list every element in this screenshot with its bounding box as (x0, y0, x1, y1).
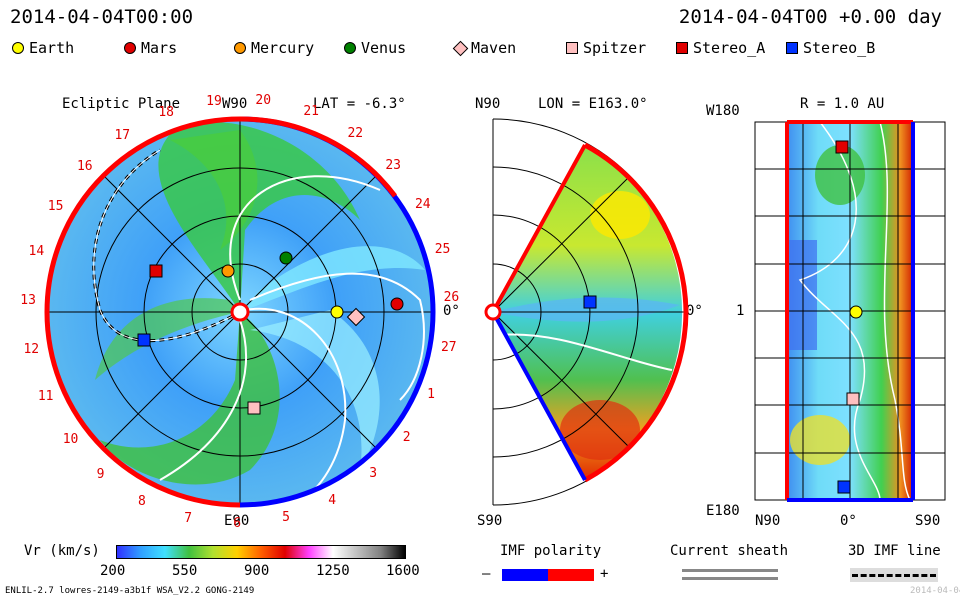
earth-marker (330, 305, 344, 319)
carrington-label: 14 (28, 244, 45, 260)
carrington-label: 4 (328, 492, 337, 508)
carrington-label: 7 (184, 510, 193, 526)
colorbar-tick-200: 200 (100, 563, 126, 579)
footer-run: 2014-04-04 (910, 586, 960, 596)
carrington-label: 6 (233, 515, 242, 531)
colorbar-tick-550: 550 (172, 563, 198, 579)
stereo-b-marker-icon (786, 42, 798, 54)
imf3d-dash (852, 574, 936, 577)
panel1-bottom-label: E90 (224, 513, 250, 529)
panel2-top-label: N90 (475, 96, 501, 112)
legend-maven: Maven (452, 39, 516, 57)
panel3-top-left: W180 (706, 103, 740, 119)
panel3-bottom-n: N90 (755, 513, 781, 529)
panel3-title: R = 1.0 AU (800, 96, 885, 112)
panel2-right-label: 0° (686, 303, 703, 319)
carrington-label: 21 (303, 104, 319, 120)
imf-plus: + (600, 566, 609, 582)
sheath-line-1 (682, 569, 778, 572)
colorbar (116, 545, 406, 559)
carrington-label: 12 (23, 342, 40, 358)
carrington-label: 3 (369, 465, 378, 481)
stereo-a-marker (149, 264, 163, 278)
panel1-top-label: W90 (222, 96, 248, 112)
footer-model: ENLIL-2.7 lowres-2149-a3b1f WSA_V2.2 GON… (5, 586, 255, 596)
venus-marker (279, 251, 293, 265)
panel1-title: Ecliptic Plane (62, 96, 181, 112)
colorbar-tick-1250: 1250 (316, 563, 350, 579)
venus-marker-icon (344, 42, 356, 54)
panel3-bottom-mid: 0° (840, 513, 857, 529)
carrington-label: 25 (434, 242, 451, 258)
colorbar-label: Vr (km/s) (24, 543, 100, 559)
sheath-line-2 (682, 577, 778, 580)
panel2-bottom-label: S90 (477, 513, 503, 529)
imf-label: IMF polarity (500, 543, 602, 559)
carrington-label: 5 (282, 509, 290, 525)
carrington-label: 20 (255, 93, 272, 109)
carrington-label: 15 (47, 199, 64, 215)
legend-stereo-a: Stereo_A (676, 39, 765, 57)
mercury-marker (221, 264, 235, 278)
panel3-mid-left: 1 (736, 303, 745, 319)
colorbar-tick-1600: 1600 (386, 563, 420, 579)
panel2-lon: LON = E163.0° (538, 96, 648, 112)
legend-mercury: Mercury (234, 39, 314, 57)
carrington-label: 19 (206, 93, 222, 109)
panel1-right-label: 0° (443, 303, 460, 319)
date-right: 2014-04-04T00 +0.00 day (678, 6, 942, 28)
stereo-a-marker-icon (676, 42, 688, 54)
mars-marker-icon (124, 42, 136, 54)
legend-spitzer: Spitzer (566, 39, 646, 57)
carrington-label: 24 (414, 196, 431, 212)
imf3d-label: 3D IMF line (848, 543, 941, 559)
carrington-label: 8 (137, 494, 146, 509)
earth-marker-icon (12, 42, 24, 54)
colorbar-tick-900: 900 (244, 563, 270, 579)
carrington-label: 16 (76, 159, 93, 175)
legend-stereo-b: Stereo_B (786, 39, 875, 57)
panel3-bottom-s: S90 (915, 513, 941, 529)
imf-positive-swatch (548, 569, 594, 581)
spitzer-marker-icon (566, 42, 578, 54)
carrington-label: 27 (440, 339, 457, 355)
legend-earth: Earth (12, 39, 74, 57)
carrington-label: 13 (20, 292, 36, 308)
carrington-label: 2 (402, 429, 411, 445)
carrington-label: 9 (96, 467, 105, 483)
mars-marker (390, 297, 404, 311)
carrington-label: 23 (385, 157, 401, 173)
date-left: 2014-04-04T00:00 (10, 6, 194, 28)
sheath-label: Current sheath (670, 543, 789, 559)
carrington-label: 1 (427, 386, 435, 402)
legend-mars: Mars (124, 39, 177, 57)
mercury-marker-icon (234, 42, 246, 54)
panel3-bottom-left: E180 (706, 503, 740, 519)
legend-venus: Venus (344, 39, 406, 57)
spitzer-marker (247, 401, 261, 415)
panel1-lat: LAT = -6.3° (313, 96, 406, 112)
maven-marker (346, 307, 366, 327)
imf-negative-swatch (502, 569, 548, 581)
carrington-label: 18 (158, 105, 174, 121)
carrington-label: 10 (62, 431, 79, 447)
carrington-label: 26 (443, 290, 460, 306)
carrington-label: 11 (37, 389, 54, 405)
stereo-b-marker (137, 333, 151, 347)
imf-minus: – (482, 566, 491, 582)
carrington-label: 17 (114, 127, 131, 143)
carrington-label: 22 (347, 126, 364, 142)
